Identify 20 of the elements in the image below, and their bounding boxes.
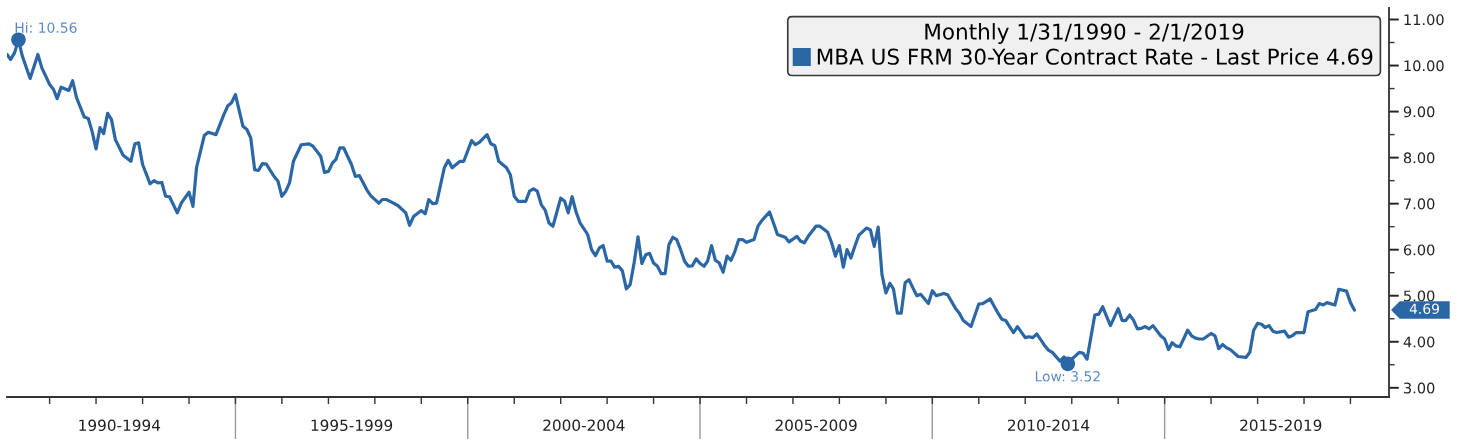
annotation: Low: 3.52 [1035,371,1100,382]
y-tick-label: 7.00 [1404,198,1435,210]
y-tick-label: 3.00 [1404,382,1435,394]
y-tick-label: 10.00 [1404,60,1444,72]
y-tick-label: 5.00 [1404,290,1435,302]
y-tick-label: 6.00 [1403,244,1435,256]
y-tick-label: 9.00 [1403,106,1435,118]
x-tick-label: 2015-2019 [1240,419,1322,432]
x-tick-label: 2005-2009 [775,419,857,432]
x-tick-label: 2010-2014 [1007,419,1090,432]
x-tick-label: 1990-1994 [79,419,161,432]
y-tick-label: 11.00 [1404,14,1444,26]
legend-label: MBA US FRM 30-Year Contract Rate - Last Price 4.69 [817,48,1373,65]
y-tick-label: 4.00 [1403,336,1435,348]
y-tick-label: 8.00 [1403,152,1435,164]
x-tick-label: 1995-1999 [311,419,393,432]
annotation: Hi: 10.56 [15,22,77,33]
text: 4.69 [1409,303,1439,315]
legend-title: Monthly 1/31/1990 - 2/1/2019 [925,23,1244,44]
x-tick-label: 2000-2004 [543,419,625,432]
